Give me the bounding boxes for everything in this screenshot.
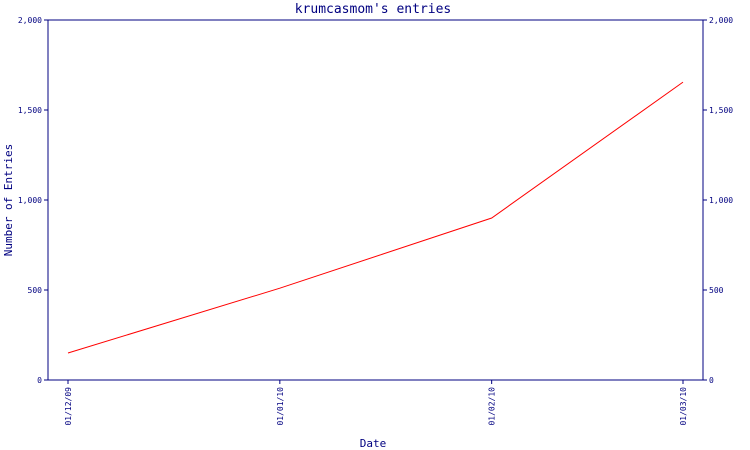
y-tick-label-right: 0 (709, 376, 714, 385)
y-axis-left: 0 500 1,000 1,500 2,000 (18, 16, 48, 385)
x-tick-label: 01/03/10 (679, 387, 688, 426)
x-tick-label: 01/02/10 (488, 387, 497, 426)
y-tick-label-right: 2,000 (709, 16, 733, 25)
y-tick-label-right: 500 (709, 286, 724, 295)
y-axis-label: Number of Entries (2, 144, 15, 257)
y-tick-label-left: 0 (37, 376, 42, 385)
series-line (67, 81, 684, 354)
y-tick-label-left: 1,000 (18, 196, 42, 205)
y-axis-right: 0 500 1,000 1,500 2,000 (703, 16, 733, 385)
plot-frame (47, 19, 704, 381)
series-group (67, 81, 684, 354)
y-tick-label-left: 2,000 (18, 16, 42, 25)
x-axis: 01/12/09 01/01/10 01/02/10 01/03/10 (64, 380, 688, 426)
x-tick-label: 01/01/10 (276, 387, 285, 426)
y-tick-label-left: 1,500 (18, 106, 42, 115)
y-tick-label-left: 500 (28, 286, 43, 295)
y-tick-label-right: 1,000 (709, 196, 733, 205)
x-tick-label: 01/12/09 (64, 387, 73, 426)
x-axis-label: Date (360, 437, 387, 450)
y-tick-label-right: 1,500 (709, 106, 733, 115)
chart-title: krumcasmom's entries (295, 2, 452, 17)
